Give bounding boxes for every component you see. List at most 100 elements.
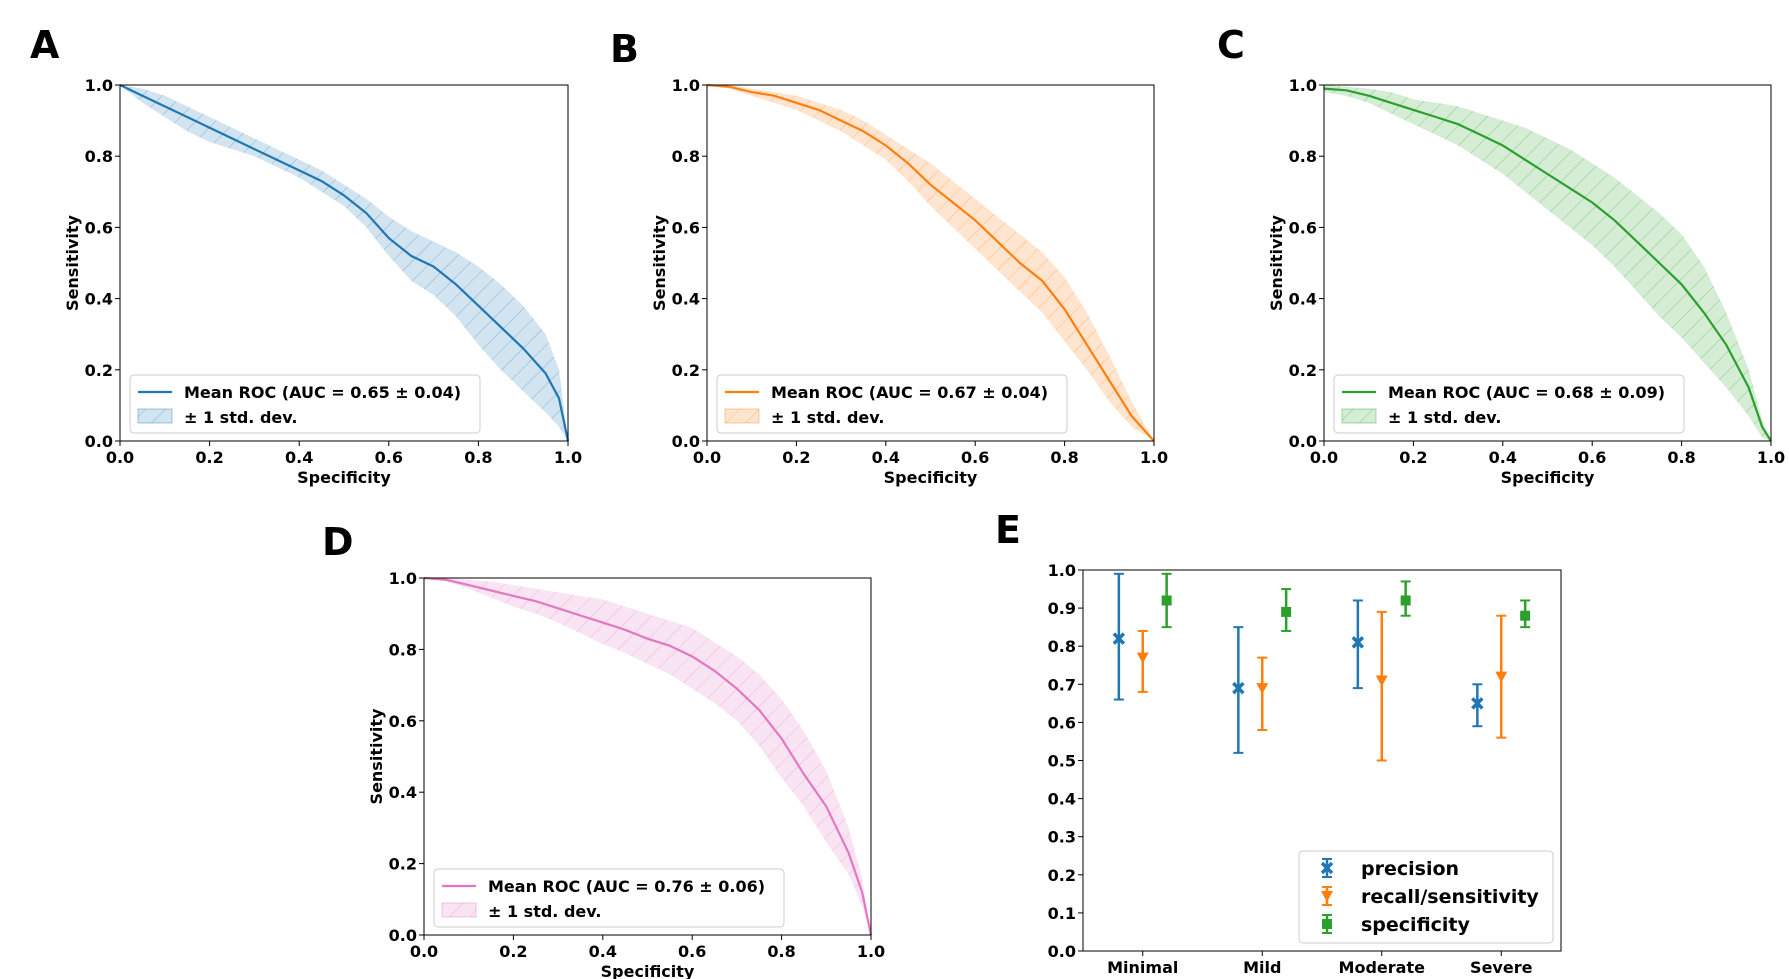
legend: precision recall/sensitivity specificity — [1298, 850, 1554, 944]
y-tick-label: 0.3 — [1048, 828, 1076, 847]
legend: Mean ROC (AUC = 0.65 ± 0.04) ± 1 std. dev… — [129, 374, 481, 434]
std-band — [424, 578, 871, 935]
y-tick-label: 0.8 — [85, 147, 113, 166]
plot-frame — [423, 577, 872, 936]
y-tick-label: 0.2 — [1289, 361, 1317, 380]
y-tick-label: 0.6 — [1289, 218, 1317, 237]
legend-marker — [1322, 919, 1332, 929]
category-label: Minimal — [1107, 958, 1178, 977]
point-marker — [1232, 681, 1245, 695]
x-tick-label: 0.0 — [693, 448, 721, 467]
category-label: Moderate — [1339, 958, 1426, 977]
panel-letter: C — [1217, 23, 1245, 67]
legend-frame — [716, 374, 1068, 434]
y-tick-label: 0.7 — [1048, 675, 1076, 694]
point-specificity — [1281, 588, 1292, 632]
x-tick-label: 0.8 — [464, 448, 492, 467]
y-axis-label: Sensitivity — [367, 708, 386, 804]
point-marker — [1471, 697, 1484, 710]
y-tick-label: 0.8 — [1289, 147, 1317, 166]
x-tick-label: 0.6 — [375, 448, 403, 467]
y-tick-label: 0.6 — [85, 218, 113, 237]
y-tick-label: 0.5 — [1048, 752, 1076, 771]
x-tick-label: 1.0 — [554, 448, 582, 467]
point-specificity — [1520, 599, 1531, 629]
legend-label: recall/sensitivity — [1361, 886, 1539, 908]
y-tick-label: 0.0 — [1289, 432, 1317, 451]
x-tick-label: 0.8 — [767, 942, 795, 961]
point-specificity — [1400, 580, 1411, 617]
y-tick-label: 1.0 — [389, 569, 417, 588]
point-marker — [1136, 652, 1149, 664]
y-tick-label: 0.0 — [1048, 942, 1076, 961]
legend-label-mean-roc: Mean ROC (AUC = 0.68 ± 0.09) — [1388, 383, 1665, 402]
y-tick-label: 0.9 — [1048, 599, 1076, 618]
legend-label-mean-roc: Mean ROC (AUC = 0.67 ± 0.04) — [771, 383, 1048, 402]
point-marker — [1495, 671, 1508, 683]
panel-letter: E — [995, 508, 1021, 552]
y-tick-label: 1.0 — [672, 76, 700, 95]
point-marker — [1256, 683, 1269, 695]
y-tick-label: 0.8 — [1048, 637, 1076, 656]
y-axis-label: Sensitivity — [650, 214, 669, 310]
legend-label-mean-roc: Mean ROC (AUC = 0.65 ± 0.04) — [184, 383, 461, 402]
y-tick-label: 0.4 — [1048, 790, 1076, 809]
point-marker — [1520, 610, 1531, 621]
y-tick-label: 1.0 — [1048, 561, 1076, 580]
legend-label: specificity — [1361, 914, 1471, 936]
panel-c: C 0.0 0.2 0.4 0.6 0.8 1.0 0.0 0.2 0.4 0.6 0.8 1.0 Spe… — [1217, 23, 1785, 487]
point-recall-sensitivity — [1495, 614, 1508, 739]
legend: Mean ROC (AUC = 0.76 ± 0.06) ± 1 std. dev… — [433, 868, 785, 928]
point-marker — [1161, 595, 1172, 606]
y-axis-label: Sensitivity — [1267, 214, 1286, 310]
mean-roc-line — [706, 83, 1155, 442]
y-tick-label: 0.8 — [672, 147, 700, 166]
legend-label-mean-roc: Mean ROC (AUC = 0.76 ± 0.06) — [488, 877, 765, 896]
point-precision — [1232, 626, 1245, 754]
x-axis-label: Specificity — [884, 468, 978, 487]
plot-frame — [706, 84, 1155, 442]
legend-label: precision — [1361, 858, 1459, 880]
mean-roc-line — [1323, 87, 1772, 442]
y-tick-label: 0.2 — [672, 361, 700, 380]
legend-band-swatch — [724, 408, 760, 424]
panel-letter: D — [322, 520, 354, 564]
y-tick-label: 0.4 — [389, 783, 417, 802]
x-tick-label: 1.0 — [857, 942, 885, 961]
plot-frame — [1323, 84, 1772, 442]
y-tick-label: 0.4 — [672, 290, 700, 309]
x-tick-label: 1.0 — [1140, 448, 1168, 467]
point-marker — [1351, 636, 1365, 649]
y-tick-label: 0.2 — [389, 855, 417, 874]
y-tick-label: 0.2 — [1048, 866, 1076, 885]
point-recall-sensitivity — [1256, 656, 1269, 732]
legend-frame — [433, 868, 785, 928]
y-tick-label: 0.0 — [389, 926, 417, 945]
point-specificity — [1161, 572, 1172, 629]
y-tick-label: 0.6 — [389, 712, 417, 731]
point-marker — [1281, 606, 1292, 617]
legend-label-std: ± 1 std. dev. — [1388, 408, 1501, 427]
legend-label-std: ± 1 std. dev. — [771, 408, 884, 427]
legend-label-std: ± 1 std. dev. — [184, 408, 297, 427]
category-label: Severe — [1470, 958, 1533, 977]
x-tick-label: 0.2 — [499, 942, 527, 961]
legend-band-swatch — [1341, 408, 1377, 424]
y-tick-label: 0.0 — [85, 432, 113, 451]
point-precision — [1112, 572, 1126, 701]
x-tick-label: 0.8 — [1050, 448, 1078, 467]
mean-roc-line — [423, 576, 873, 936]
point-precision — [1351, 599, 1365, 690]
x-tick-label: 0.4 — [589, 942, 617, 961]
legend-marker — [1321, 891, 1333, 902]
y-tick-label: 0.4 — [85, 290, 113, 309]
y-tick-label: 0.6 — [1048, 713, 1076, 732]
legend-frame — [129, 374, 481, 434]
x-tick-label: 0.0 — [410, 942, 438, 961]
x-tick-label: 0.4 — [1489, 448, 1517, 467]
x-axis-label: Specificity — [601, 962, 695, 979]
point-precision — [1471, 683, 1484, 728]
x-tick-label: 0.4 — [872, 448, 900, 467]
point-marker — [1400, 595, 1411, 606]
